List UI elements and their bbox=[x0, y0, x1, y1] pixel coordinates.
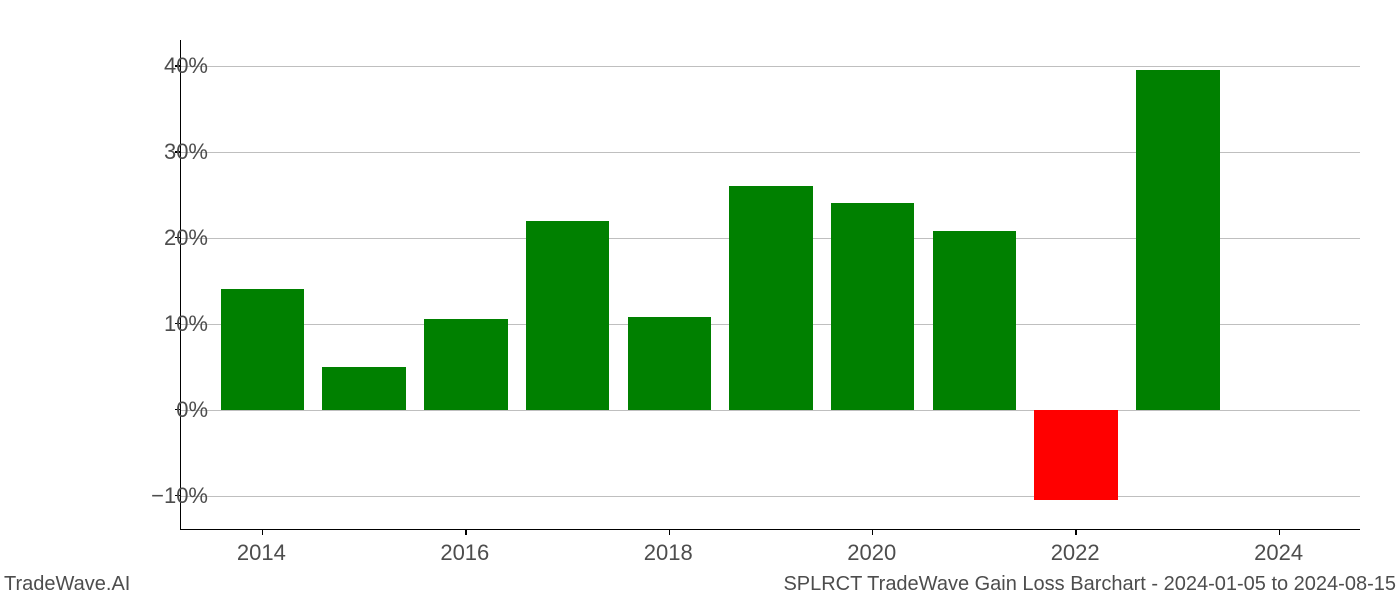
x-tick-label: 2018 bbox=[644, 540, 693, 566]
bar bbox=[729, 186, 812, 410]
gridline bbox=[181, 66, 1360, 67]
bar bbox=[628, 317, 711, 410]
bar bbox=[221, 289, 304, 409]
y-tick-label: −10% bbox=[151, 483, 208, 509]
chart-container bbox=[180, 40, 1360, 530]
x-tick-label: 2024 bbox=[1254, 540, 1303, 566]
bar bbox=[831, 203, 914, 409]
y-tick-label: 30% bbox=[164, 139, 208, 165]
x-tick-label: 2016 bbox=[440, 540, 489, 566]
y-tick-label: 0% bbox=[176, 397, 208, 423]
bar bbox=[933, 231, 1016, 410]
x-tick-label: 2014 bbox=[237, 540, 286, 566]
x-tick-mark bbox=[465, 529, 467, 535]
plot-area bbox=[180, 40, 1360, 530]
x-tick-label: 2022 bbox=[1051, 540, 1100, 566]
x-tick-mark bbox=[669, 529, 671, 535]
footer-caption: SPLRCT TradeWave Gain Loss Barchart - 20… bbox=[783, 573, 1396, 596]
x-tick-mark bbox=[1279, 529, 1281, 535]
x-tick-mark bbox=[262, 529, 264, 535]
bar bbox=[1034, 410, 1117, 500]
y-tick-label: 40% bbox=[164, 53, 208, 79]
x-tick-mark bbox=[872, 529, 874, 535]
x-tick-mark bbox=[1075, 529, 1077, 535]
x-tick-label: 2020 bbox=[847, 540, 896, 566]
bar bbox=[322, 367, 405, 410]
y-tick-label: 20% bbox=[164, 225, 208, 251]
y-tick-label: 10% bbox=[164, 311, 208, 337]
bar bbox=[1136, 70, 1219, 410]
gridline bbox=[181, 410, 1360, 411]
gridline bbox=[181, 496, 1360, 497]
footer-brand: TradeWave.AI bbox=[4, 573, 130, 596]
bar bbox=[424, 319, 507, 409]
bar bbox=[526, 221, 609, 410]
